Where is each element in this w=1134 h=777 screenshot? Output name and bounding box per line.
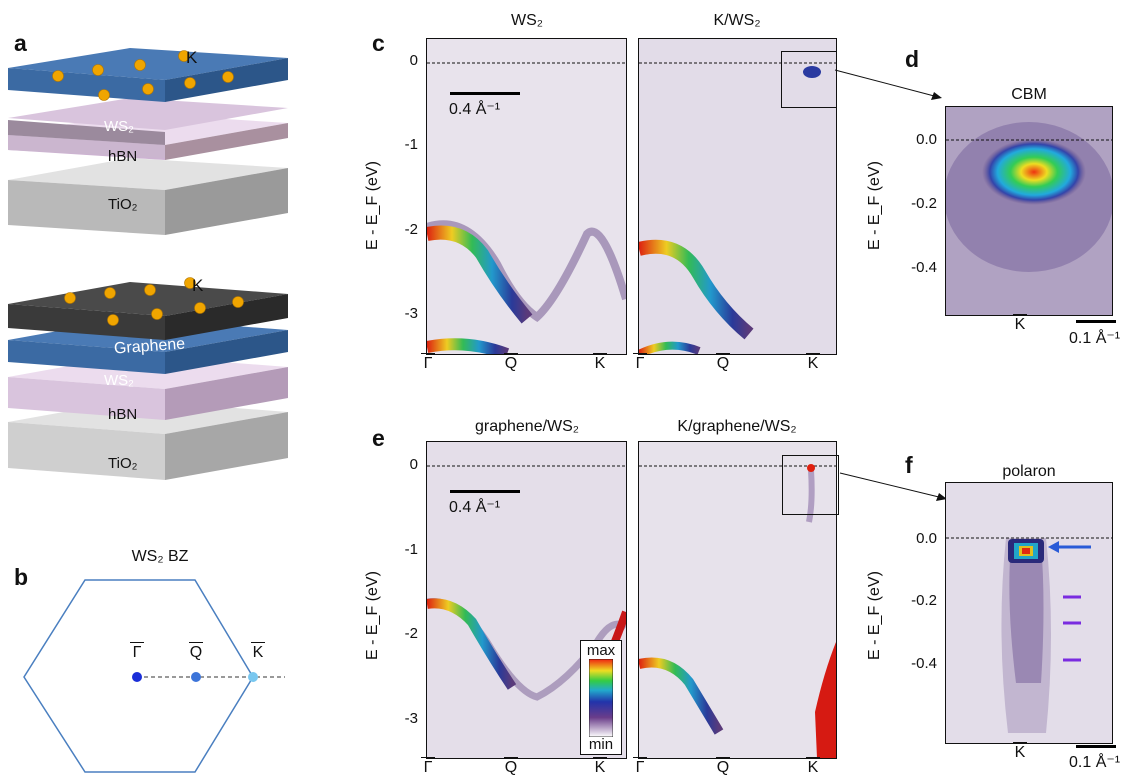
tio2-layer-side	[165, 168, 288, 235]
c-xtick-gamma-right: Γ	[630, 353, 650, 373]
d-xtick-k: K	[1013, 314, 1027, 333]
c-to-d-arrow	[834, 69, 942, 100]
c-xtick-gamma-left: Γ	[418, 353, 438, 373]
tio2-layer-label: TiO₂	[108, 196, 138, 213]
e-title-right: K/graphene/WS₂	[677, 418, 797, 435]
brillouin-zone-diagram	[23, 579, 285, 773]
hbn-layer-label: hBN	[108, 148, 138, 165]
d-arpes-cbm	[945, 106, 1113, 316]
c-scale-bar	[450, 92, 520, 95]
d-scale-label: 0.1 Å⁻¹	[1069, 330, 1121, 347]
c-xtick-q-right: Q	[716, 353, 730, 372]
f-ytick-1: -0.2	[911, 592, 937, 609]
e-arpes-k-graphene-ws2	[638, 441, 837, 759]
c-xtick-k-left: K	[593, 353, 607, 372]
e-ylabel: E - E_F (eV)	[364, 571, 381, 660]
panel-label-b: b	[14, 564, 29, 590]
d-title: CBM	[1011, 86, 1047, 103]
c-xtick-q-left: Q	[504, 353, 518, 372]
d-ytick-2: -0.4	[911, 259, 937, 276]
c-xtick-k-right: K	[806, 353, 820, 372]
tio2-layer-front	[8, 180, 165, 235]
e-xtick-k-right: K	[806, 757, 820, 776]
bz-hexagon	[23, 579, 254, 773]
colorbar-max-label: max	[586, 642, 616, 659]
hbn-layer-label-2: hBN	[108, 406, 138, 423]
c-arpes-ws2	[426, 38, 627, 355]
d-ytick-0: 0.0	[916, 131, 937, 148]
d-scale-bar	[1076, 320, 1116, 323]
panel-label-f: f	[905, 452, 913, 478]
bz-gamma-label: Γ	[127, 642, 147, 662]
ws2-layer-label: WS₂	[104, 118, 134, 135]
e-title-left: graphene/WS₂	[474, 418, 580, 435]
k-atoms	[52, 50, 234, 101]
e-ytick-2: -2	[404, 625, 418, 642]
heterostructure-k-graphene-ws2-diagram	[8, 277, 288, 480]
c-ytick-1: -1	[404, 136, 418, 153]
polaron-arrow-head	[1048, 541, 1059, 553]
e-xtick-gamma-left: Γ	[418, 757, 438, 777]
e-ytick-1: -1	[404, 541, 418, 558]
f-xtick-k: K	[1013, 742, 1027, 761]
e-scale-label: 0.4 Å⁻¹	[449, 499, 501, 516]
panel-label-e: e	[372, 425, 385, 451]
f-ylabel: E - E_F (eV)	[866, 571, 883, 660]
ws2-layer-front	[8, 68, 165, 102]
colorbar: max min	[580, 640, 622, 755]
panel-label-a: a	[14, 30, 27, 56]
c-ytick-3: -3	[404, 305, 418, 322]
d-ytick-1: -0.2	[911, 195, 937, 212]
c-cbm-box	[781, 51, 837, 108]
gamma-point	[132, 672, 142, 682]
c-ytick-0: 0	[409, 52, 418, 69]
panel-label-c: c	[372, 30, 385, 56]
tio2-layer-top	[8, 158, 288, 190]
ws2-layer-label-2: WS₂	[104, 372, 134, 389]
colorbar-gradient	[589, 659, 613, 737]
f-scale-label: 0.1 Å⁻¹	[1069, 754, 1121, 771]
f-ytick-2: -0.4	[911, 655, 937, 672]
panel-label-d: d	[905, 46, 920, 72]
c-scale-label: 0.4 Å⁻¹	[449, 101, 501, 118]
f-scale-bar	[1076, 745, 1116, 748]
colorbar-min-label: min	[588, 736, 614, 753]
c-ytick-2: -2	[404, 221, 418, 238]
k-point	[248, 672, 258, 682]
tio2-layer-label-2: TiO₂	[108, 455, 138, 472]
f-arpes-polaron	[945, 482, 1113, 744]
q-point	[191, 672, 201, 682]
c-title-right: K/WS₂	[713, 12, 761, 29]
bz-title: WS₂ BZ	[131, 548, 189, 565]
c-arpes-k-ws2	[638, 38, 837, 355]
e-polaron-box	[782, 455, 839, 515]
e-xtick-k-left: K	[593, 757, 607, 776]
bz-q-label: Q	[189, 642, 203, 661]
f-title: polaron	[1002, 463, 1056, 480]
k-label-bottom: K	[192, 276, 204, 295]
d-ylabel: E - E_F (eV)	[866, 161, 883, 250]
e-xtick-gamma-right: Γ	[630, 757, 650, 777]
e-xtick-q-left: Q	[504, 757, 518, 776]
ws2-layer-top	[8, 48, 288, 80]
f-ytick-0: 0.0	[916, 530, 937, 547]
bz-k-label: K	[251, 642, 265, 661]
k-label-top: K	[186, 48, 198, 67]
heterostructure-k-ws2-diagram	[8, 48, 288, 235]
e-ytick-3: -3	[404, 710, 418, 727]
e-ytick-0: 0	[409, 456, 418, 473]
e-to-f-arrow	[839, 472, 947, 501]
e-xtick-q-right: Q	[716, 757, 730, 776]
c-title-left: WS₂	[511, 12, 543, 29]
e-scale-bar	[450, 490, 520, 493]
hbn-layer-front	[8, 135, 165, 158]
